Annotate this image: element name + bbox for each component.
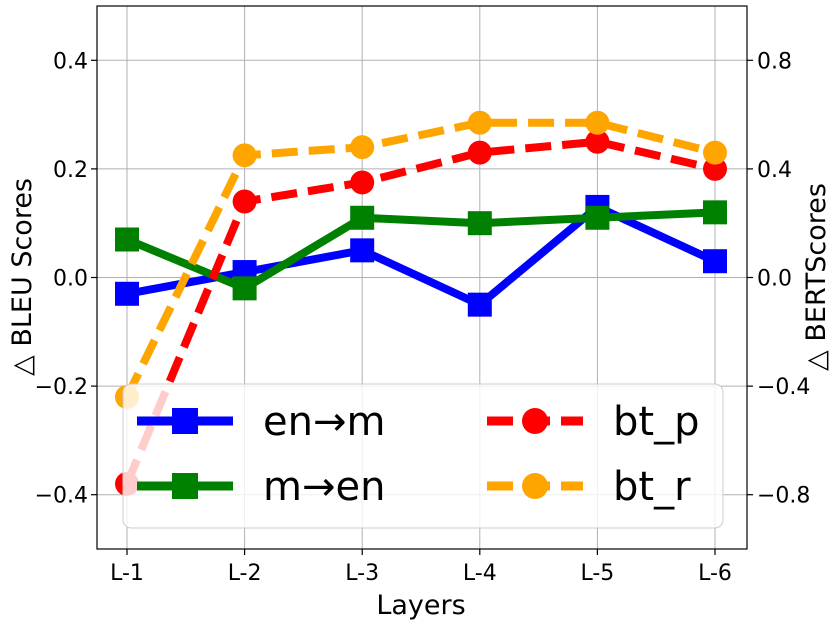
data-point: [350, 135, 375, 160]
series-bt_r: [115, 110, 727, 409]
data-point: [467, 292, 492, 317]
x-tick-label: L-1: [110, 561, 144, 586]
data-point: [703, 140, 727, 165]
legend-label: en→m: [263, 399, 385, 445]
data-point: [232, 143, 257, 168]
x-axis: L-1 L-2 L-3 L-4 L-5 L-6: [110, 549, 732, 586]
data-point: [703, 200, 727, 225]
y2-tick-label: 0.8: [757, 49, 792, 74]
series-layer: [115, 110, 727, 496]
data-point: [115, 227, 139, 252]
y-axis-left-label: △ BLEU Scores: [7, 178, 38, 376]
data-point: [350, 238, 375, 263]
series-m→en: [115, 200, 727, 301]
legend: en→m m→en bt_p bt_r: [122, 383, 724, 529]
data-point: [232, 189, 257, 214]
series-line: [123, 118, 716, 399]
series-line: [123, 137, 716, 486]
legend-marker: [522, 408, 548, 434]
y2-tick-label: −0.4: [757, 375, 810, 400]
y2-tick-label: 0.4: [757, 158, 792, 183]
data-point: [585, 110, 610, 135]
legend-entry: bt_p: [487, 399, 699, 445]
y-tick-label: −0.4: [35, 484, 88, 509]
x-tick-label: L-5: [580, 561, 614, 586]
data-point: [232, 276, 257, 301]
legend-marker: [172, 408, 198, 434]
x-tick-label: L-6: [698, 561, 732, 586]
legend-entry: m→en: [137, 464, 385, 510]
y-tick-label: 0.4: [53, 49, 88, 74]
y-tick-label: 0.2: [53, 158, 88, 183]
data-point: [467, 211, 492, 236]
data-point: [585, 129, 610, 154]
legend-marker: [522, 473, 548, 499]
data-point: [467, 140, 492, 165]
data-point: [350, 205, 375, 230]
legend-label: bt_p: [613, 399, 699, 445]
data-point: [350, 170, 375, 195]
data-point: [115, 281, 139, 306]
legend-label: bt_r: [613, 464, 691, 510]
x-tick-label: L-3: [345, 561, 379, 586]
y-axis-left: −0.4 −0.2 0.0 0.2 0.4: [35, 49, 97, 509]
legend-entry: bt_r: [487, 464, 691, 510]
y-axis-right: −0.8 −0.4 0.0 0.4 0.8: [747, 49, 810, 509]
y2-tick-label: 0.0: [757, 267, 792, 292]
data-point: [467, 110, 492, 135]
y-axis-right-label: △ BERTScores: [801, 183, 830, 371]
data-point: [585, 205, 610, 230]
x-tick-label: L-2: [228, 561, 262, 586]
data-point: [703, 249, 727, 274]
y-tick-label: −0.2: [35, 375, 88, 400]
series-line: [125, 208, 716, 293]
y2-tick-label: −0.8: [757, 484, 810, 509]
x-axis-label: Layers: [376, 590, 465, 621]
legend-entry: en→m: [137, 399, 385, 445]
x-tick-label: L-4: [463, 561, 497, 586]
legend-marker: [172, 473, 198, 499]
legend-label: m→en: [263, 464, 385, 510]
y-tick-label: 0.0: [53, 267, 88, 292]
